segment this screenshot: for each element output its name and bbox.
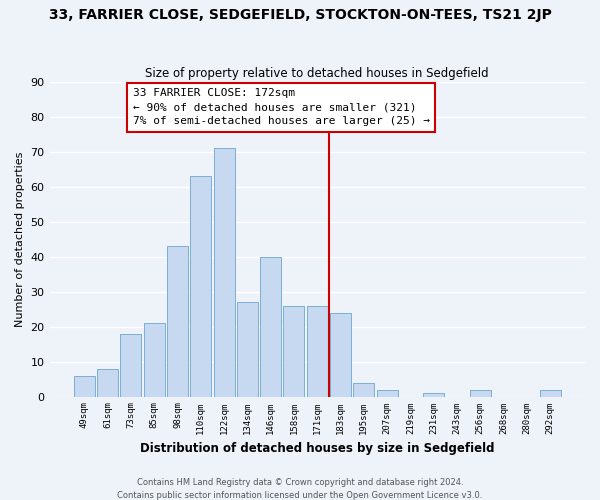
Bar: [330, 312, 351, 396]
Title: Size of property relative to detached houses in Sedgefield: Size of property relative to detached ho…: [145, 66, 489, 80]
Bar: [121, 334, 142, 396]
Bar: [167, 246, 188, 396]
Bar: [423, 393, 444, 396]
Bar: [470, 390, 491, 396]
Bar: [260, 257, 281, 396]
Bar: [97, 368, 118, 396]
Bar: [237, 302, 258, 396]
Bar: [214, 148, 235, 396]
Bar: [190, 176, 211, 396]
Bar: [353, 382, 374, 396]
Bar: [74, 376, 95, 396]
Bar: [307, 306, 328, 396]
Text: Contains HM Land Registry data © Crown copyright and database right 2024.
Contai: Contains HM Land Registry data © Crown c…: [118, 478, 482, 500]
Text: 33, FARRIER CLOSE, SEDGEFIELD, STOCKTON-ON-TEES, TS21 2JP: 33, FARRIER CLOSE, SEDGEFIELD, STOCKTON-…: [49, 8, 551, 22]
Bar: [377, 390, 398, 396]
Y-axis label: Number of detached properties: Number of detached properties: [15, 152, 25, 327]
Text: 33 FARRIER CLOSE: 172sqm
← 90% of detached houses are smaller (321)
7% of semi-d: 33 FARRIER CLOSE: 172sqm ← 90% of detach…: [133, 88, 430, 126]
Bar: [283, 306, 304, 396]
X-axis label: Distribution of detached houses by size in Sedgefield: Distribution of detached houses by size …: [140, 442, 494, 455]
Bar: [144, 323, 165, 396]
Bar: [539, 390, 560, 396]
